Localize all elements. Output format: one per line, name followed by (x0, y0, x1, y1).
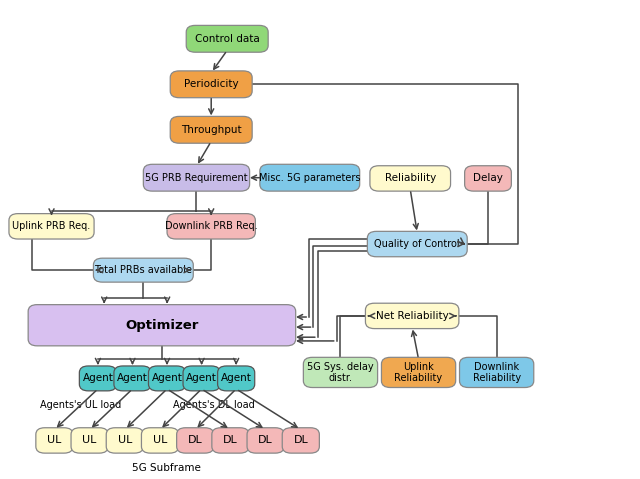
FancyBboxPatch shape (367, 231, 467, 257)
FancyBboxPatch shape (28, 305, 296, 346)
Text: Control data: Control data (195, 34, 260, 44)
Text: Optimizer: Optimizer (125, 319, 198, 332)
FancyBboxPatch shape (71, 428, 108, 453)
FancyBboxPatch shape (186, 25, 268, 52)
FancyBboxPatch shape (114, 366, 151, 391)
FancyBboxPatch shape (260, 164, 360, 191)
Text: Reliability: Reliability (385, 173, 436, 183)
Text: Periodicity: Periodicity (184, 80, 239, 89)
FancyBboxPatch shape (247, 428, 284, 453)
Text: 5G Sys. delay
distr.: 5G Sys. delay distr. (307, 362, 374, 383)
FancyBboxPatch shape (9, 214, 94, 239)
Text: Net Reliability: Net Reliability (376, 311, 449, 321)
FancyBboxPatch shape (167, 214, 255, 239)
FancyBboxPatch shape (365, 303, 459, 329)
Text: Quality of Control: Quality of Control (374, 239, 460, 249)
FancyBboxPatch shape (93, 258, 193, 282)
Text: DL: DL (188, 435, 203, 445)
Text: DL: DL (258, 435, 273, 445)
Text: UL: UL (118, 435, 132, 445)
FancyBboxPatch shape (218, 366, 255, 391)
Text: Delay: Delay (473, 173, 503, 183)
FancyBboxPatch shape (170, 71, 252, 98)
FancyBboxPatch shape (370, 166, 451, 191)
FancyBboxPatch shape (183, 366, 220, 391)
Text: UL: UL (153, 435, 167, 445)
FancyBboxPatch shape (170, 116, 252, 143)
Text: Agents's UL load: Agents's UL load (40, 400, 121, 410)
Text: Agent: Agent (221, 374, 252, 383)
Text: UL: UL (47, 435, 61, 445)
Text: Uplink PRB Req.: Uplink PRB Req. (12, 221, 91, 231)
Text: Agent: Agent (186, 374, 217, 383)
FancyBboxPatch shape (143, 164, 250, 191)
Text: Agent: Agent (117, 374, 148, 383)
Text: Total PRBs available: Total PRBs available (94, 265, 193, 275)
Text: Uplink
Reliability: Uplink Reliability (394, 362, 443, 383)
Text: UL: UL (83, 435, 97, 445)
FancyBboxPatch shape (303, 357, 378, 388)
Text: 5G Subframe: 5G Subframe (132, 464, 201, 473)
FancyBboxPatch shape (79, 366, 116, 391)
FancyBboxPatch shape (177, 428, 214, 453)
Text: Agents's DL load: Agents's DL load (173, 400, 255, 410)
FancyBboxPatch shape (36, 428, 73, 453)
Text: Downlink
Reliability: Downlink Reliability (472, 362, 521, 383)
Text: Agent: Agent (152, 374, 182, 383)
Text: Throughput: Throughput (181, 125, 241, 135)
Text: 5G PRB Requirement: 5G PRB Requirement (145, 173, 248, 182)
Text: DL: DL (223, 435, 238, 445)
FancyBboxPatch shape (141, 428, 179, 453)
FancyBboxPatch shape (460, 357, 534, 388)
FancyBboxPatch shape (148, 366, 186, 391)
FancyBboxPatch shape (212, 428, 249, 453)
Text: Agent: Agent (83, 374, 113, 383)
FancyBboxPatch shape (381, 357, 456, 388)
FancyBboxPatch shape (106, 428, 143, 453)
FancyBboxPatch shape (465, 166, 511, 191)
FancyBboxPatch shape (282, 428, 319, 453)
Text: Misc. 5G parameters: Misc. 5G parameters (259, 173, 360, 182)
Text: Downlink PRB Req.: Downlink PRB Req. (165, 221, 257, 231)
Text: DL: DL (293, 435, 308, 445)
